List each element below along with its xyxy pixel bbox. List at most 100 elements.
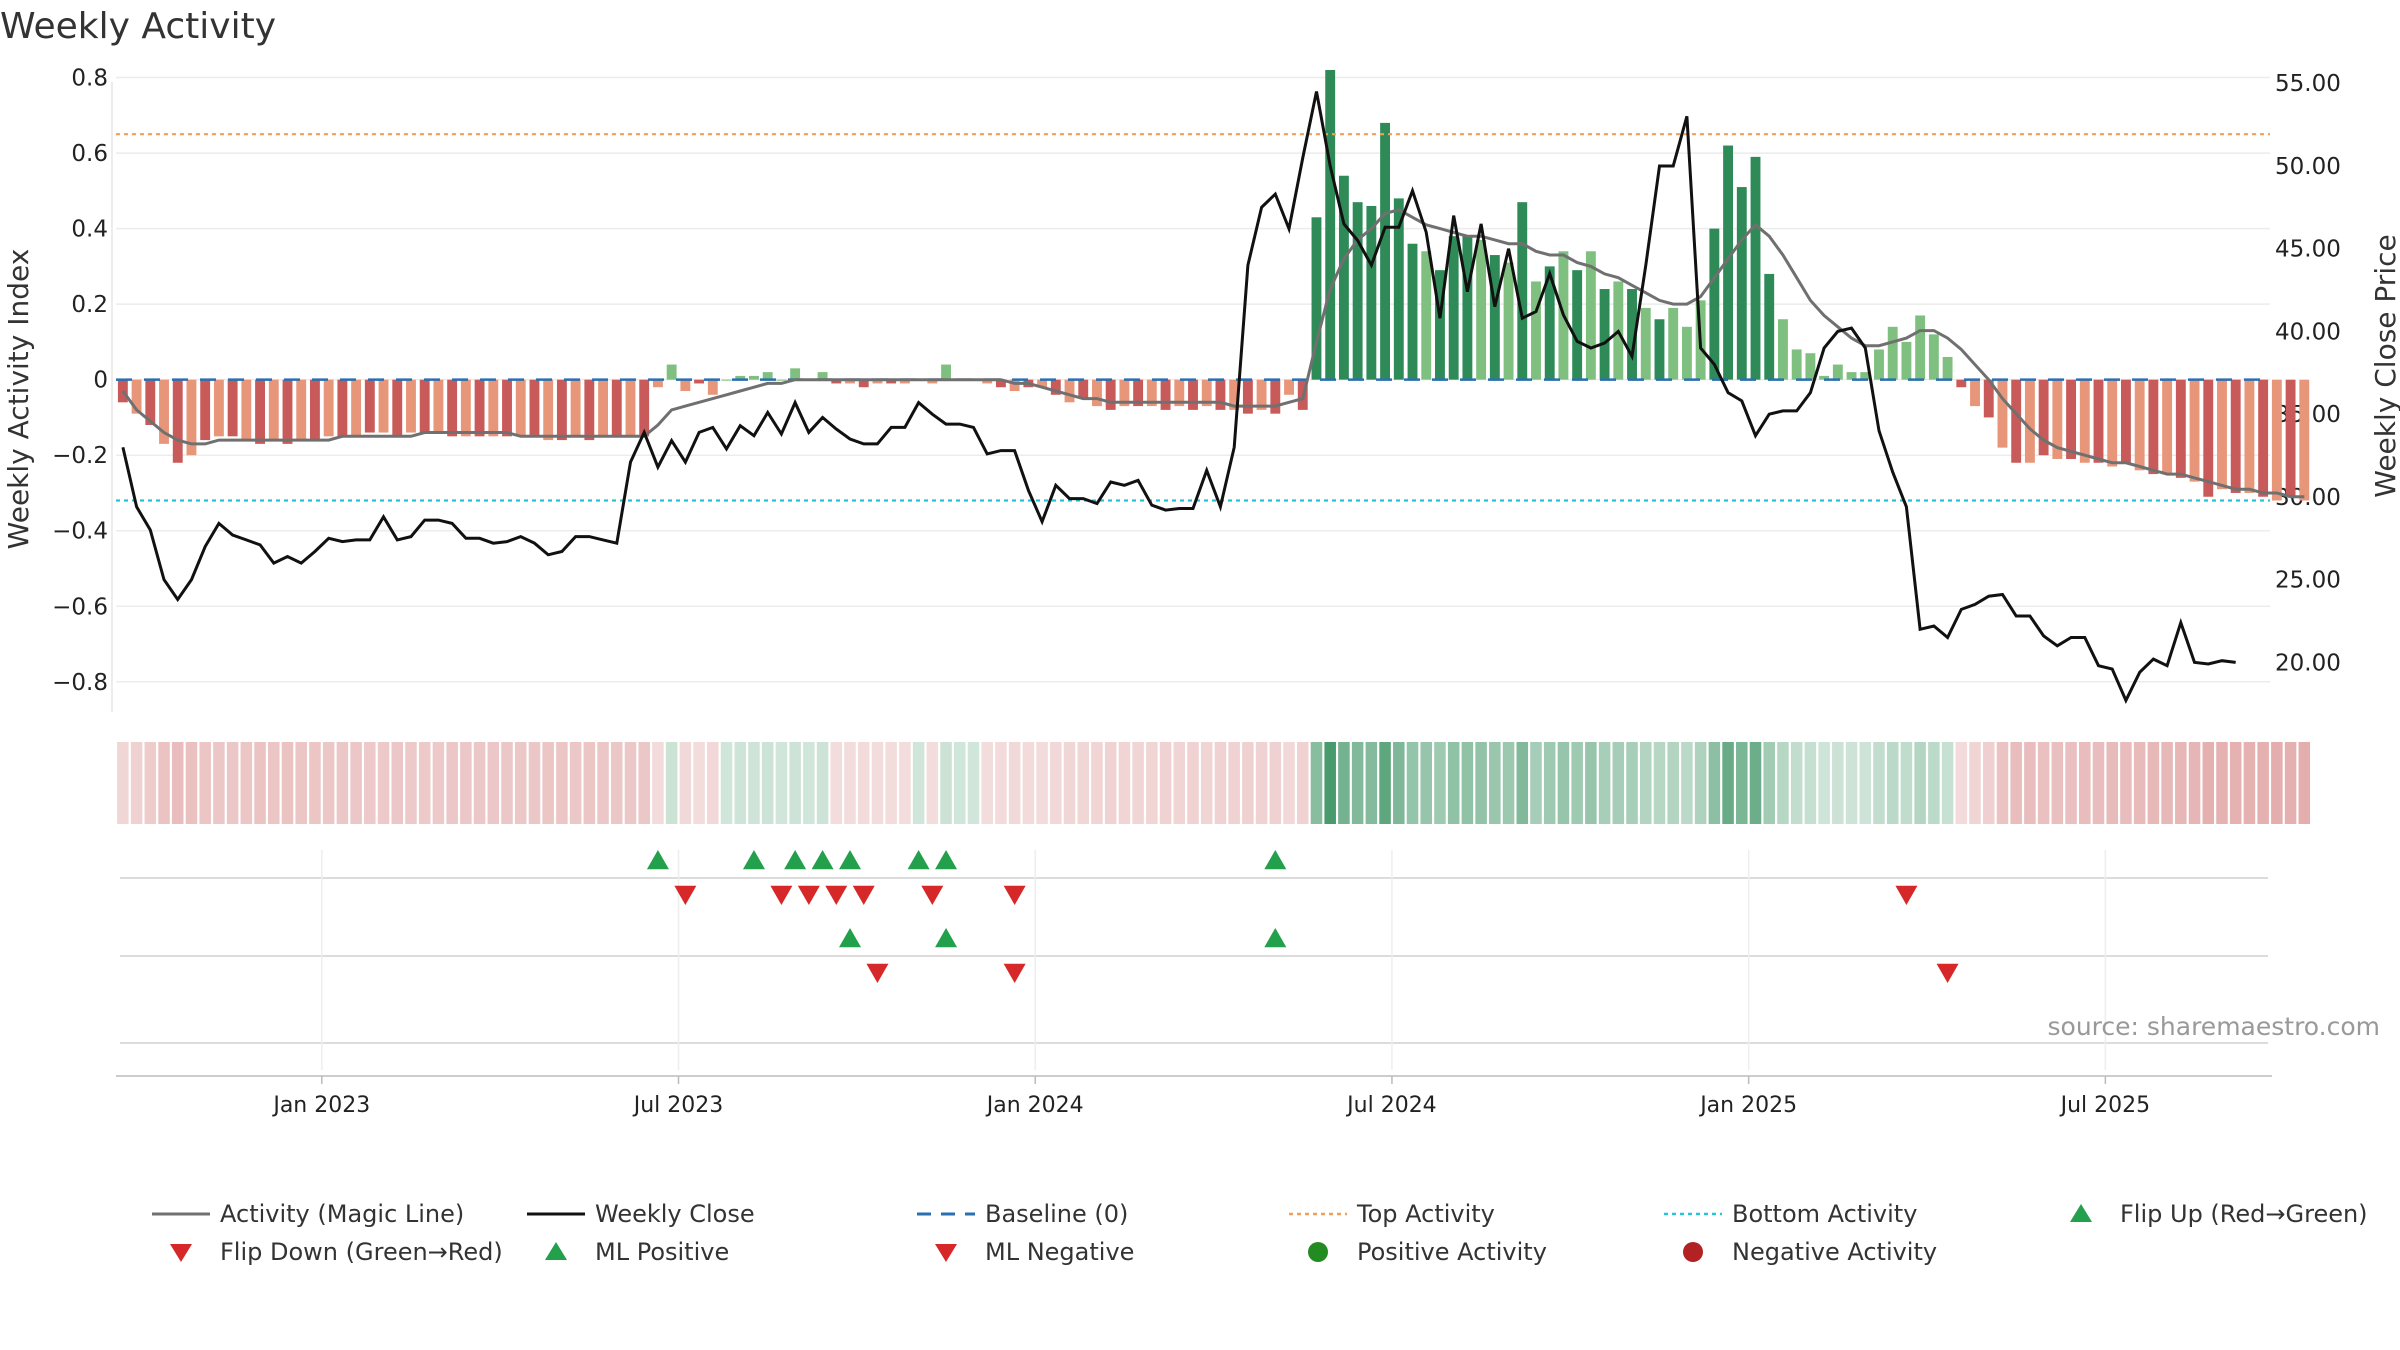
legend-symbol-icon	[1662, 1201, 1724, 1227]
activity-bar	[1819, 375, 1830, 380]
strip-cell	[1406, 742, 1419, 824]
strip-cell	[1214, 742, 1227, 824]
activity-bar	[2271, 379, 2282, 501]
strip-cell	[844, 742, 856, 824]
strip-cell	[1324, 742, 1336, 824]
weekly-activity-chart: 0.8 0.6 0.4 0.2 0 −0.2 −0.4 −0.6 −0.8 55.00 50.00 4…	[2, 66, 2400, 1118]
strip-cell	[542, 742, 554, 824]
activity-bar	[639, 379, 650, 437]
strip-cell	[2175, 742, 2187, 824]
ml-negative-marker	[866, 963, 889, 983]
activity-bar	[1092, 379, 1102, 407]
activity-bar	[433, 379, 444, 433]
activity-bar	[488, 379, 499, 437]
activity-bar	[2258, 379, 2269, 497]
activity-bar	[529, 379, 540, 437]
strip-cell	[1886, 742, 1899, 824]
strip-cell	[1008, 742, 1021, 824]
activity-bar	[474, 379, 485, 437]
activity-bar	[1791, 349, 1802, 380]
activity-bar	[1270, 379, 1281, 414]
x-tick-label: Jan 2024	[985, 1093, 1084, 1118]
y2-tick-label: 20.00	[2275, 650, 2341, 676]
flip-down-marker	[1003, 885, 1026, 905]
activity-bar	[1668, 307, 1679, 380]
strip-cell	[281, 742, 294, 824]
activity-bar	[543, 379, 554, 441]
activity-bar	[1942, 357, 1953, 380]
strip-cell	[2079, 742, 2091, 824]
activity-bar	[1983, 379, 1994, 418]
flip-up-marker	[907, 850, 930, 870]
strip-cell	[830, 742, 843, 824]
activity-bar	[309, 379, 320, 441]
strip-cell	[1159, 742, 1172, 824]
activity-bar	[1531, 281, 1541, 380]
strip-cell	[1694, 742, 1707, 824]
strip-cell	[432, 742, 445, 824]
activity-bar	[1517, 202, 1528, 380]
activity-bar	[680, 379, 691, 391]
strip-cell	[748, 742, 760, 824]
activity-bar	[598, 379, 608, 437]
activity-bar	[1970, 379, 1980, 407]
strip-cell	[1077, 742, 1090, 824]
legend-item: Flip Down (Green→Red)	[150, 1238, 503, 1266]
activity-bar	[172, 379, 183, 463]
activity-bar	[200, 379, 211, 441]
strip-cell	[761, 742, 774, 824]
strip-cell	[1420, 742, 1432, 824]
activity-bar	[1352, 202, 1363, 380]
strip-cell	[583, 742, 596, 824]
source-credit: source: sharemaestro.com	[2047, 1012, 2381, 1041]
strip-cell	[1379, 742, 1391, 824]
activity-bar	[1201, 379, 1212, 407]
strip-cell	[1777, 742, 1789, 824]
activity-bar	[1188, 379, 1198, 410]
activity-bar	[872, 379, 883, 384]
activity-bar	[2066, 379, 2077, 459]
ml-positive-marker	[839, 928, 862, 948]
y-tick-label: 0.6	[71, 141, 108, 167]
strip-cell	[1310, 742, 1323, 824]
strip-cell	[1639, 742, 1652, 824]
strip-cell	[487, 742, 500, 824]
strip-cell	[391, 742, 404, 824]
strip-cell	[2257, 742, 2269, 824]
strip-cell	[1255, 742, 1268, 824]
strip-cell	[1365, 742, 1378, 824]
flip-down-marker	[1895, 885, 1918, 905]
strip-cell	[377, 742, 390, 824]
x-tick-label: Jul 2023	[632, 1093, 724, 1118]
strip-cell	[2147, 742, 2160, 824]
strip-cell	[1804, 742, 1817, 824]
strip-cell	[1845, 742, 1858, 824]
strip-cell	[1996, 742, 2009, 824]
activity-bar	[1585, 251, 1596, 380]
ml-positive-marker	[1264, 928, 1287, 948]
legend-label: Weekly Close	[595, 1200, 755, 1228]
activity-bar	[982, 379, 993, 384]
activity-bar	[419, 379, 430, 433]
strip-cell	[2161, 742, 2173, 824]
activity-bar	[2011, 379, 2022, 463]
strip-cell	[295, 742, 307, 824]
flip-up-marker	[742, 850, 765, 870]
legend-symbol-icon	[150, 1239, 212, 1265]
y-tick-label: −0.2	[52, 443, 108, 469]
strip-cell	[268, 742, 280, 824]
activity-bar	[460, 379, 471, 437]
activity-bar	[255, 379, 265, 444]
strip-cell	[2243, 742, 2256, 824]
strip-cell	[1132, 742, 1144, 824]
activity-bar	[2024, 379, 2035, 463]
strip-cell	[1146, 742, 1158, 824]
activity-bar	[1119, 379, 1130, 407]
legend-label: Positive Activity	[1357, 1238, 1547, 1266]
activity-bar	[927, 379, 938, 384]
activity-bar	[1956, 379, 1967, 388]
activity-bar	[1284, 379, 1294, 395]
flip-down-marker	[797, 885, 820, 905]
strip-cell	[995, 742, 1007, 824]
activity-bar	[1133, 379, 1144, 407]
